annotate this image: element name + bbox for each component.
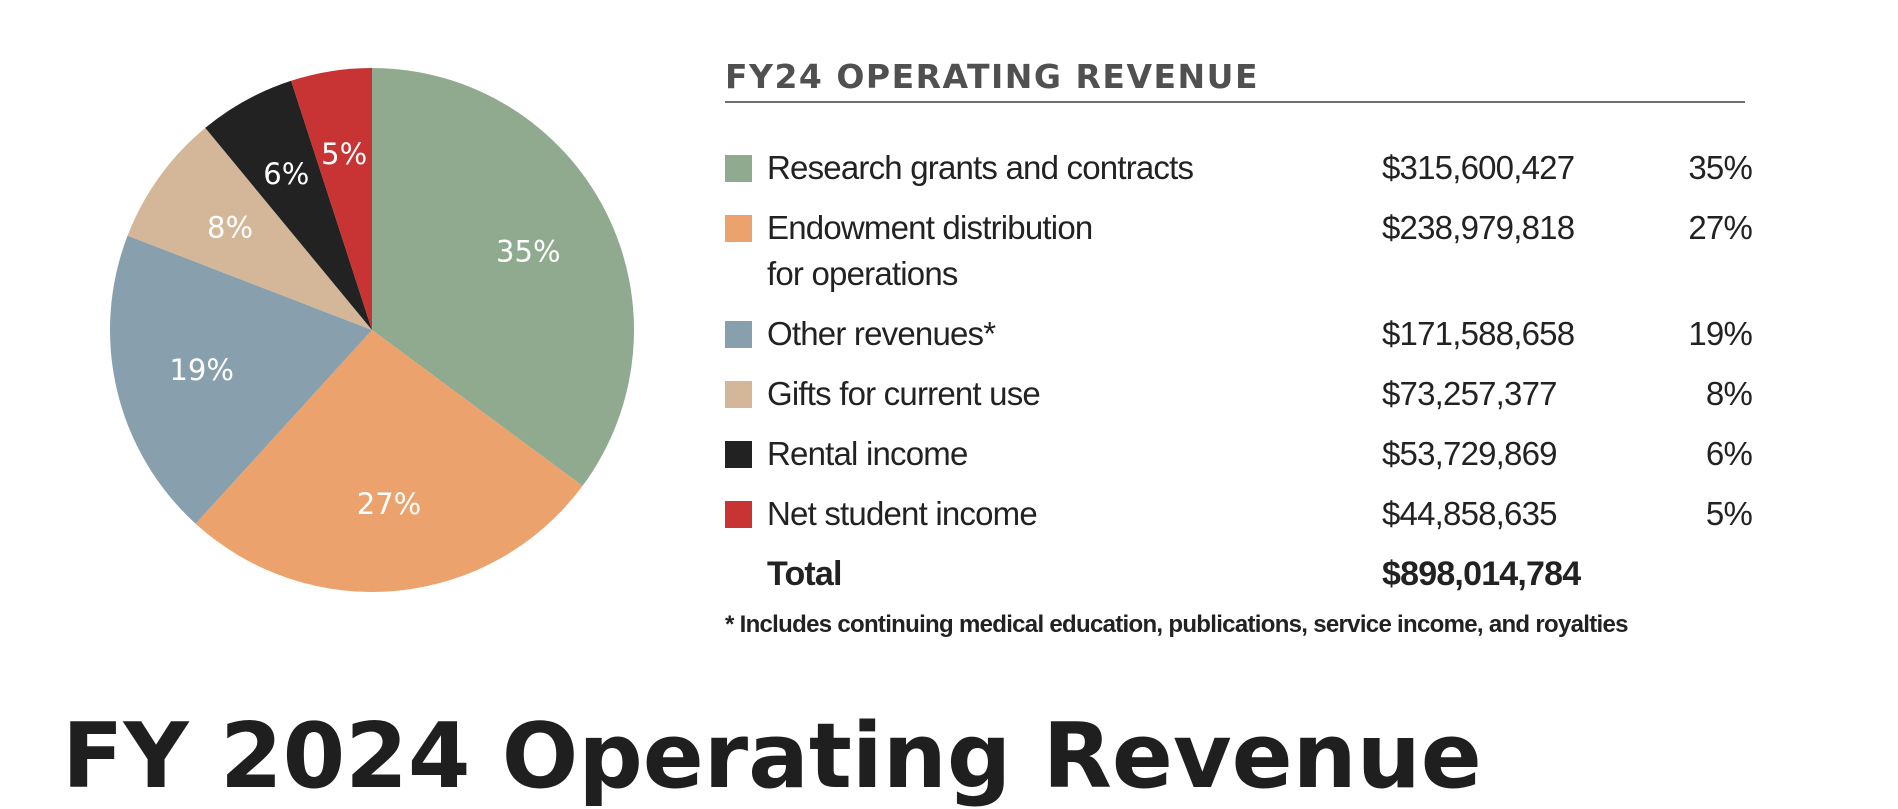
legend-row: Endowment distribution for operations $238… xyxy=(725,205,1753,297)
legend-amount: $73,257,377 xyxy=(1382,375,1558,412)
total-row: Total $898,014,784 xyxy=(725,551,1745,597)
legend-label: Endowment distribution for operations xyxy=(752,205,1382,297)
pie-slice-5 xyxy=(291,68,372,330)
title-rule xyxy=(725,101,1745,103)
legend-label: Other revenues* xyxy=(767,315,996,352)
legend-label: Research grants and contracts xyxy=(767,149,1194,186)
legend-label: Net student income xyxy=(767,495,1038,532)
legend-percent: 8% xyxy=(1705,375,1753,412)
pie-slice-4 xyxy=(205,80,372,331)
pie-slice-2 xyxy=(109,235,372,524)
legend-swatch xyxy=(725,441,752,468)
footnote: * Includes continuing medical education,… xyxy=(725,611,1628,638)
chart-title: FY24 OPERATING REVENUE xyxy=(725,57,1259,96)
pie-slice-label-5: 5% xyxy=(321,137,367,171)
legend-label-line: for operations xyxy=(767,255,958,292)
legend-percent: 19% xyxy=(1688,315,1752,352)
legend-swatch xyxy=(725,155,752,182)
legend-percent: 5% xyxy=(1705,495,1753,532)
legend-amount: $171,588,658 xyxy=(1382,315,1575,352)
legend-percent: 27% xyxy=(1688,209,1752,246)
total-amount: $898,014,784 xyxy=(1382,555,1581,593)
legend-label: Gifts for current use xyxy=(767,375,1041,412)
legend-row: Rental income $53,729,869 6% xyxy=(725,431,1753,477)
legend-amount: $315,600,427 xyxy=(1382,149,1575,186)
legend-amount: $53,729,869 xyxy=(1382,435,1558,472)
pie-slice-label-2: 19% xyxy=(169,353,233,387)
legend-swatch xyxy=(725,381,752,408)
total-spacer xyxy=(725,561,752,588)
legend-swatch xyxy=(725,321,752,348)
revenue-pie-chart: 35% 27% 19% 8% 6% 5% xyxy=(109,68,634,592)
legend-row: Gifts for current use $73,257,377 8% xyxy=(725,371,1753,417)
legend-row: Other revenues* $171,588,658 19% xyxy=(725,311,1753,357)
pie-slice-3 xyxy=(127,127,373,330)
legend-amount: $238,979,818 xyxy=(1382,209,1575,246)
legend-row: Net student income $44,858,635 5% xyxy=(725,491,1753,537)
legend-swatch xyxy=(725,215,752,242)
legend-percent: 6% xyxy=(1705,435,1753,472)
legend-swatch xyxy=(725,501,752,528)
legend-label-line: Endowment distribution xyxy=(767,209,1093,246)
legend-amount: $44,858,635 xyxy=(1382,495,1558,532)
total-label: Total xyxy=(767,555,843,593)
pie-slice-0 xyxy=(372,68,634,486)
pie-slice-label-4: 6% xyxy=(263,157,309,191)
legend-percent: 35% xyxy=(1688,149,1752,186)
page-heading: FY 2024 Operating Revenue xyxy=(62,704,1482,809)
revenue-table-panel: FY24 OPERATING REVENUE Research grants a… xyxy=(725,55,1753,639)
pie-slice-label-0: 35% xyxy=(496,234,560,268)
pie-slice-label-1: 27% xyxy=(357,487,421,521)
legend-row: Research grants and contracts $315,600,42… xyxy=(725,145,1753,191)
pie-slice-1 xyxy=(195,330,583,592)
pie-slice-label-3: 8% xyxy=(207,211,253,245)
revenue-table: Research grants and contracts $315,600,42… xyxy=(725,145,1753,639)
legend-label: Rental income xyxy=(767,435,968,472)
